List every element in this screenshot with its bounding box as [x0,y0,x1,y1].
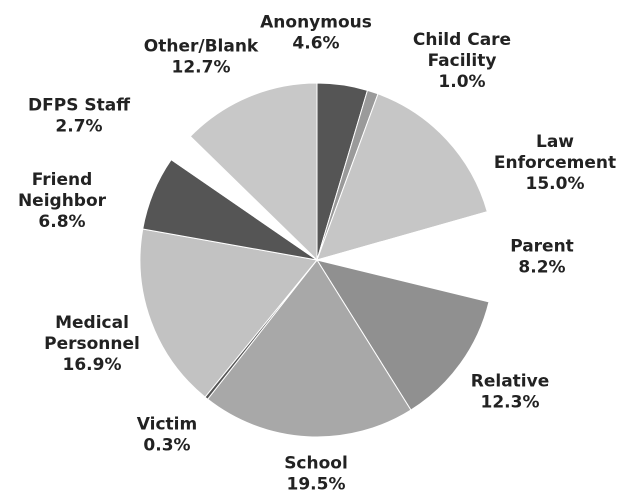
pie-slices [139,82,495,438]
pie-slice-medical-personnel [139,228,318,398]
pie-slice-school [206,259,412,438]
pie-label-anonymous: Anonymous 4.6% [260,13,372,54]
pie-label-dfps-staff: DFPS Staff 2.7% [28,96,130,137]
pie-slice-relative [315,259,490,411]
pie-label-child-care-facility: Child Care Facility 1.0% [413,30,511,92]
pie-slice-parent [315,211,495,303]
pie-label-law-enforcement: Law Enforcement 15.0% [494,132,616,194]
pie-slice-other-blank [189,82,318,262]
pie-label-friend-neighbor: Friend Neighbor 6.8% [18,170,107,232]
pie-labels: Anonymous 4.6% Child Care Facility 1.0% Law En… [18,13,616,495]
pie-label-school: School 19.5% [284,454,348,495]
pie-label-medical-personnel: Medical Personnel 16.9% [44,313,140,375]
pie-label-victim: Victim 0.3% [137,415,197,456]
pie-label-relative: Relative 12.3% [471,372,549,413]
pie-label-other-blank: Other/Blank 12.7% [144,37,259,78]
pie-label-parent: Parent 8.2% [510,237,574,278]
pie-slice-law-enforcement [316,93,488,261]
